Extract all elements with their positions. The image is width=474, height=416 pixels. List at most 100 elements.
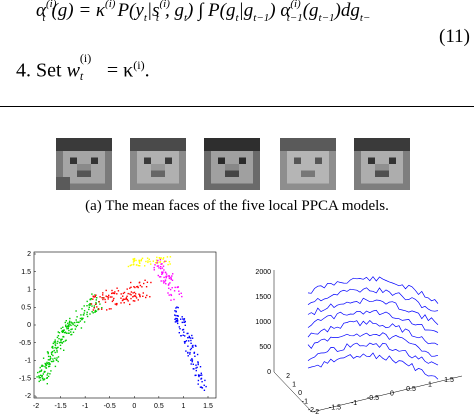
scatter-point xyxy=(145,286,148,288)
scatter-point xyxy=(40,374,42,376)
scatter-point xyxy=(133,286,135,288)
scatter-point xyxy=(163,276,165,279)
scatter-point xyxy=(178,293,180,295)
scatter-point xyxy=(94,309,96,312)
scatter-point xyxy=(59,347,62,350)
scatter-point xyxy=(102,292,104,294)
scatter-point xyxy=(51,346,53,349)
scatter-point xyxy=(45,364,48,367)
scatter-point xyxy=(191,359,194,361)
scatter-point xyxy=(155,259,158,261)
scatter-point xyxy=(92,309,94,311)
scatter-point xyxy=(181,321,183,324)
scatter-point xyxy=(46,361,48,364)
scatter-point xyxy=(175,307,177,309)
trajectory-lines xyxy=(307,276,439,380)
scatter-point xyxy=(96,306,98,308)
mean-face-2 xyxy=(130,138,186,190)
scatter-point xyxy=(130,264,132,266)
scatter-point xyxy=(75,319,77,321)
mean-face-4 xyxy=(280,138,336,190)
scatter-point xyxy=(83,321,86,323)
left-y-tick-label: 2 xyxy=(27,251,31,258)
scatter-point xyxy=(79,317,82,320)
scatter-point xyxy=(200,386,202,388)
scatter-point xyxy=(52,358,54,360)
right-y-tick-label: 0 xyxy=(298,390,302,397)
scatter-point xyxy=(83,314,85,316)
scatter-point xyxy=(114,291,116,293)
scatter-point xyxy=(111,289,113,292)
left-x-tick-label: 1 xyxy=(181,403,185,410)
scatter-point xyxy=(160,257,162,259)
scatter-point xyxy=(183,331,185,333)
scatter-point xyxy=(134,286,136,289)
left-x-tick-label: -2 xyxy=(33,403,39,410)
scatter-point xyxy=(172,273,174,275)
scatter-point xyxy=(129,287,131,289)
scatter-point xyxy=(58,338,60,340)
scatter-point xyxy=(83,310,86,312)
scatter-point xyxy=(106,296,109,298)
trajectory-line xyxy=(307,276,439,304)
scatter-point xyxy=(139,284,142,287)
scatter-point xyxy=(57,356,60,358)
scatter-point xyxy=(70,321,72,323)
scatter-point xyxy=(86,300,88,303)
scatter-point xyxy=(67,325,69,327)
scatter-point xyxy=(125,298,128,300)
scatter-point xyxy=(75,310,77,312)
left-x-tick-label: -0.5 xyxy=(104,403,116,410)
scatter-point xyxy=(54,357,56,359)
scatter-point xyxy=(91,305,93,307)
scatter-point xyxy=(161,267,164,269)
scatter-point xyxy=(56,357,58,359)
equation-text: α(i) t (g) = κ(i) P(yt|s(i) t, gt) ∫ P(gt|gt… xyxy=(36,0,370,24)
scatter-point xyxy=(133,260,135,262)
right-y-tick-label: 2 xyxy=(286,373,290,380)
right-x-tick-label: -1.5 xyxy=(329,404,341,411)
scatter-point xyxy=(69,317,71,320)
scatter-point xyxy=(42,373,44,375)
scatter-point xyxy=(136,286,138,288)
scatter-point xyxy=(181,329,184,331)
scatter-point xyxy=(175,319,177,322)
scatter-point xyxy=(64,331,67,333)
scatter-point xyxy=(61,331,64,333)
scatter-point xyxy=(65,320,67,322)
scatter-point xyxy=(80,314,82,316)
scatter-point xyxy=(134,300,136,302)
scatter-point xyxy=(120,302,122,304)
right-x-tick-label: 1.5 xyxy=(444,377,454,384)
scatter-point xyxy=(146,257,149,259)
scatter-point xyxy=(185,340,188,342)
scatter-point xyxy=(129,293,131,295)
scatter-point xyxy=(142,295,144,297)
scatter-point xyxy=(178,326,180,328)
scatter-point xyxy=(197,379,200,382)
scatter-point xyxy=(184,320,186,323)
scatter-point xyxy=(199,366,202,368)
scatter-point xyxy=(174,318,176,320)
scatter-point xyxy=(101,307,103,309)
scatter-point xyxy=(39,370,41,372)
horizontal-rule xyxy=(0,106,474,107)
scatter-point xyxy=(126,288,128,290)
scatter-point xyxy=(138,282,141,284)
scatter-point xyxy=(41,375,43,378)
scatter-point xyxy=(86,313,88,316)
scatter-point xyxy=(50,360,53,363)
scatter-point xyxy=(177,286,179,288)
left-y-tick-label: -2 xyxy=(25,393,31,400)
scatter-point xyxy=(47,359,50,361)
scatter-point xyxy=(60,338,62,341)
scatter-point xyxy=(38,377,40,379)
scatter-point xyxy=(52,354,54,357)
right-y-tick-label: 1 xyxy=(292,382,296,389)
scatter-point xyxy=(184,335,186,337)
scatter-point xyxy=(181,295,183,298)
scatter-point xyxy=(168,287,170,289)
scatter-point xyxy=(67,322,69,324)
scatter-point xyxy=(111,300,114,303)
